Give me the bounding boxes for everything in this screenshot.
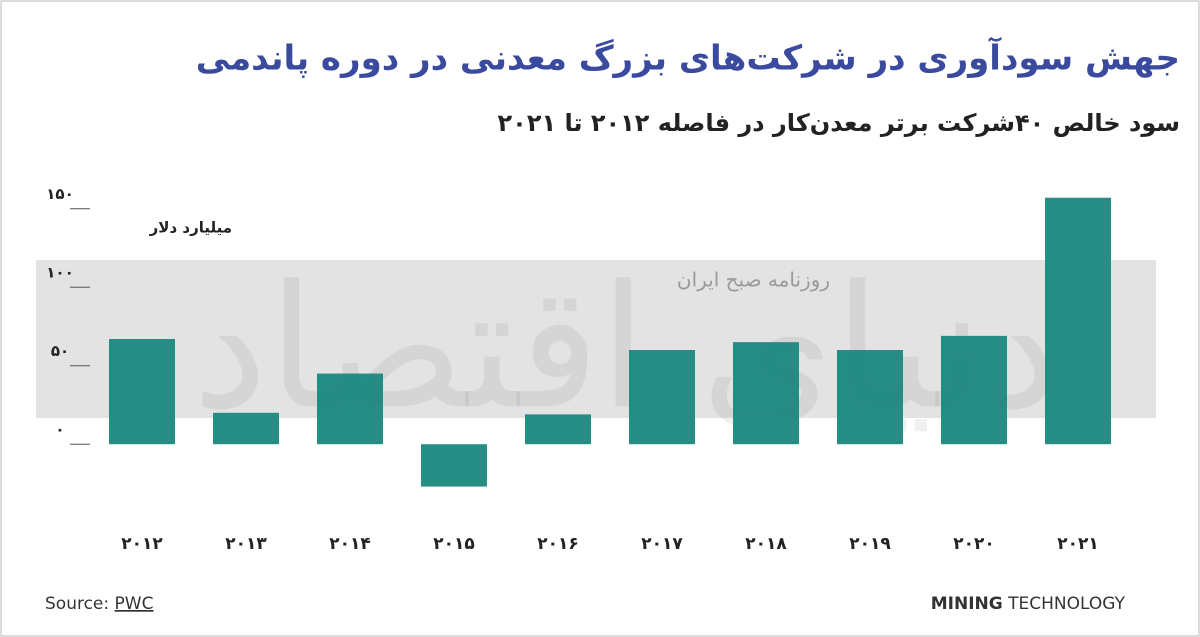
bar [213, 412, 279, 445]
x-tick-label: ۲۰۲۱ [1057, 534, 1099, 554]
bar [1045, 197, 1111, 445]
x-tick-label: ۲۰۱۶ [537, 534, 579, 554]
bar [317, 373, 383, 445]
bar [109, 339, 175, 445]
y-tick-label: ۵۰ [51, 342, 69, 360]
x-tick-label: ۲۰۲۰ [953, 534, 995, 554]
x-tick-label: ۲۰۱۳ [225, 534, 267, 554]
x-tick-label: ۲۰۱۸ [745, 534, 787, 554]
watermark-sub: روزنامه صبح ایران [677, 268, 830, 292]
x-tick-label: ۲۰۱۲ [121, 534, 163, 554]
x-tick-label: ۲۰۱۴ [329, 534, 371, 554]
y-axis-unit: میلیارد دلار [149, 219, 232, 237]
chart-title: جهش سودآوری در شرکت‌های بزرگ معدنی در دو… [196, 37, 1180, 79]
bar [525, 414, 591, 445]
bar [733, 342, 799, 445]
x-tick-label: ۲۰۱۷ [641, 534, 683, 554]
bar [941, 335, 1007, 445]
bar [421, 444, 487, 487]
bar [629, 350, 695, 445]
x-tick-label: ۲۰۱۹ [849, 534, 891, 554]
y-tick-label: ۱۵۰ [46, 185, 73, 203]
bar [837, 350, 903, 445]
source: Source: PWC [45, 594, 153, 614]
x-tick-label: ۲۰۱۵ [433, 534, 475, 554]
y-tick-label: ۰ [55, 421, 64, 439]
y-tick-label: ۱۰۰ [46, 264, 73, 282]
brand: MINING TECHNOLOGY [931, 594, 1126, 614]
chart-subtitle: سود خالص ۴۰شرکت برتر معدن‌کار در فاصله ۲… [498, 109, 1180, 137]
